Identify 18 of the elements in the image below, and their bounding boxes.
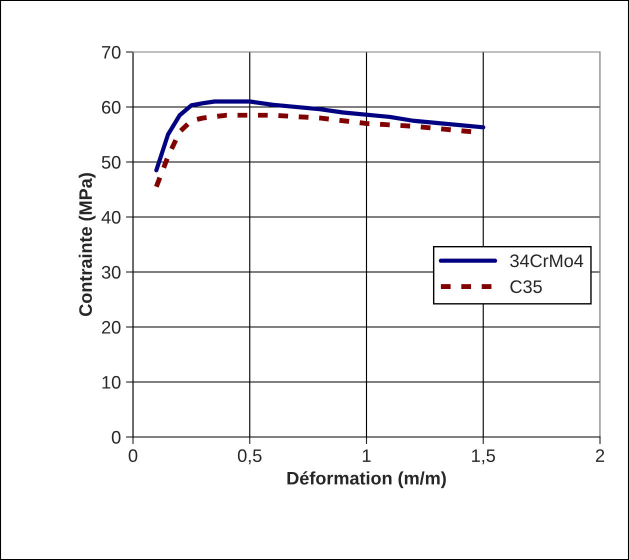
y-tick-label: 50 <box>102 156 120 169</box>
y-tick-label: 60 <box>102 100 120 114</box>
y-tick-label: 70 <box>102 46 120 59</box>
x-tick-label: 1,5 <box>472 449 496 464</box>
legend-label: C35 <box>510 280 542 294</box>
x-tick-label: 0,5 <box>238 449 262 464</box>
y-tick-label: 30 <box>102 266 120 279</box>
y-axis-title: Contrainte (MPa) <box>78 173 96 316</box>
y-tick-label: 0 <box>112 430 120 444</box>
line-series <box>154 99 486 172</box>
x-tick-label: 1 <box>362 449 371 462</box>
y-tick-label: 20 <box>102 320 120 334</box>
y-tick-label: 10 <box>102 376 120 389</box>
x-tick-label: 2 <box>596 449 604 462</box>
y-tick-label: 40 <box>102 210 120 224</box>
x-tick-label: 0 <box>128 449 138 462</box>
x-axis-title: Déformation (m/m) <box>287 471 446 488</box>
legend-label: 34CrMo4 <box>510 254 584 268</box>
